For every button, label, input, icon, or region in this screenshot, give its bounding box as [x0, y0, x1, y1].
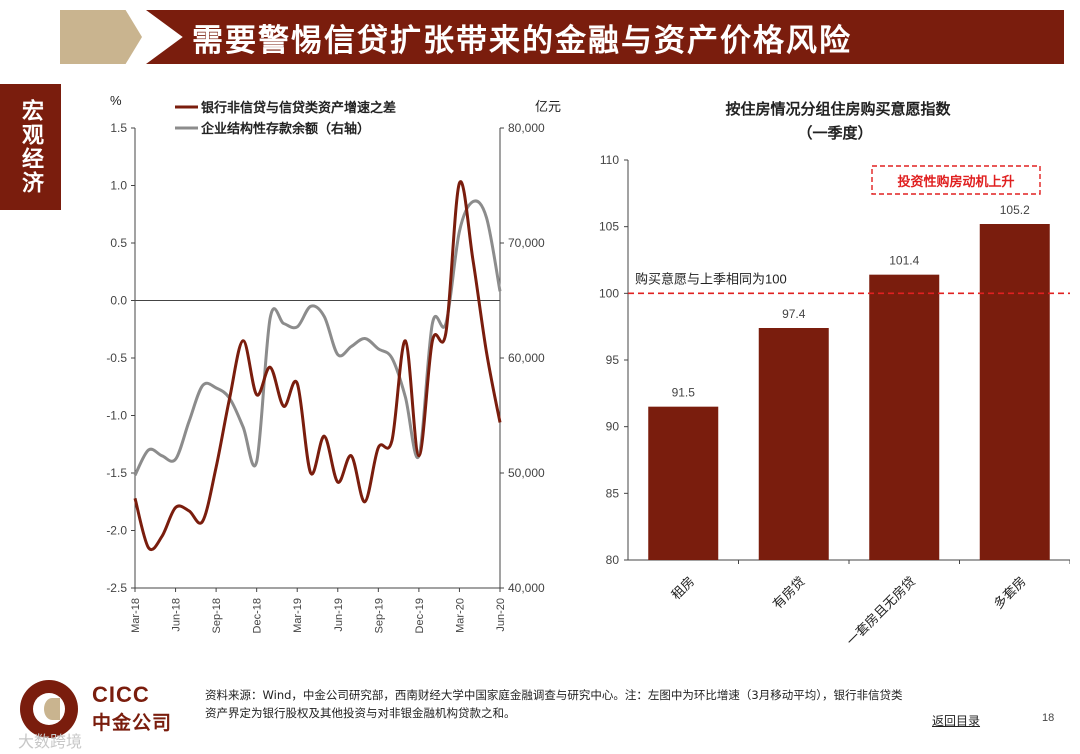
right-tick-label: 60,000	[508, 351, 545, 365]
category-label: 租房	[668, 574, 697, 603]
x-tick-label: Dec-18	[252, 598, 264, 633]
logo-text-cn: 中金公司	[92, 712, 173, 734]
back-to-contents-link[interactable]: 返回目录	[932, 714, 981, 728]
right-chart-title: 按住房情况分组住房购买意愿指数	[725, 100, 951, 118]
bar-tick-label: 110	[600, 153, 619, 167]
x-tick-label: Mar-18	[130, 598, 142, 633]
bar-value-label: 105.2	[1000, 203, 1030, 217]
source-note: 资料来源：Wind，中金公司研究部，西南财经大学中国家庭金融调查与研究中心。注：…	[205, 686, 1035, 722]
series-line-structured-deposits	[133, 199, 502, 477]
category-label: 有房贷	[770, 574, 808, 612]
left-tick-label: -1.5	[106, 466, 127, 480]
left-tick-label: 0.0	[110, 294, 127, 308]
left-tick-label: 1.0	[110, 179, 127, 193]
bar-value-label: 97.4	[782, 307, 806, 321]
left-tick-label: 0.5	[110, 236, 127, 250]
bar-1	[758, 328, 829, 560]
right-chart-subtitle: （一季度）	[797, 124, 872, 142]
legend-label-deposit: 企业结构性存款余额（右轴）	[200, 121, 370, 136]
bar-tick-label: 90	[606, 420, 620, 434]
logo-text-en: CICC	[92, 682, 150, 707]
bar-3	[979, 224, 1050, 560]
x-tick-label: Mar-19	[292, 598, 304, 633]
header-accent	[60, 10, 142, 64]
bar-value-label: 101.4	[889, 254, 919, 268]
source-note-line2: 资产界定为银行股权及其他投资与对非银金融机构贷款之和。	[205, 706, 516, 720]
bar-tick-label: 105	[599, 220, 619, 234]
reference-line-label: 购买意愿与上季相同为100	[635, 271, 787, 286]
left-chart: % 亿元 1.5 1.0 0.5 0.0 -0.5 -1.0 -1.5 -2.0 -2.5 80…	[106, 93, 561, 633]
left-axis-unit: %	[110, 93, 122, 108]
bar-2	[869, 274, 940, 560]
right-tick-label: 50,000	[508, 466, 545, 480]
category-label: 一套房且无房贷	[843, 574, 918, 649]
x-tick-label: Jun-18	[171, 598, 183, 632]
annotation-text: 投资性购房动机上升	[897, 174, 1014, 189]
x-tick-label: Mar-20	[454, 598, 466, 633]
annotation-box	[871, 165, 1041, 195]
right-tick-label: 80,000	[508, 121, 545, 135]
x-tick-label: Dec-19	[414, 598, 426, 633]
cicc-logo: CICC 中金公司	[20, 680, 200, 740]
left-tick-label: -0.5	[106, 351, 127, 365]
bar-tick-label: 95	[606, 353, 620, 367]
bar-tick-label: 80	[606, 553, 620, 567]
bar-value-label: 91.5	[672, 386, 696, 400]
bar-tick-label: 85	[606, 486, 620, 500]
page-title: 需要警惕信贷扩张带来的金融与资产价格风险	[192, 23, 852, 59]
x-tick-label: Sep-19	[373, 598, 385, 633]
left-tick-label: -2.0	[106, 524, 127, 538]
watermark: 大数跨境	[18, 732, 83, 751]
bar-0	[648, 406, 719, 560]
legend-label-diff: 银行非信贷与信贷类资产增速之差	[201, 100, 396, 115]
right-axis-unit: 亿元	[535, 99, 561, 114]
page-number: 18	[1042, 712, 1055, 724]
left-tick-label: 1.5	[110, 121, 127, 135]
header-bar	[146, 10, 1064, 64]
section-tab[interactable]: 宏观经济	[0, 84, 61, 210]
right-tick-label: 70,000	[508, 236, 545, 250]
x-tick-label: Jun-20	[495, 598, 507, 632]
left-tick-label: -1.0	[106, 409, 127, 423]
series-line-asset-growth-diff	[133, 180, 502, 552]
x-tick-label: Sep-18	[211, 598, 223, 633]
category-label: 多套房	[991, 574, 1029, 612]
source-note-line1: 资料来源：Wind，中金公司研究部，西南财经大学中国家庭金融调查与研究中心。注：…	[205, 688, 903, 702]
x-tick-label: Jun-19	[333, 598, 345, 632]
right-tick-label: 40,000	[508, 581, 545, 595]
left-tick-label: -2.5	[106, 581, 127, 595]
right-chart: 按住房情况分组住房购买意愿指数 （一季度） 11010510095908580 …	[599, 100, 1070, 649]
bar-tick-label: 100	[599, 286, 619, 300]
